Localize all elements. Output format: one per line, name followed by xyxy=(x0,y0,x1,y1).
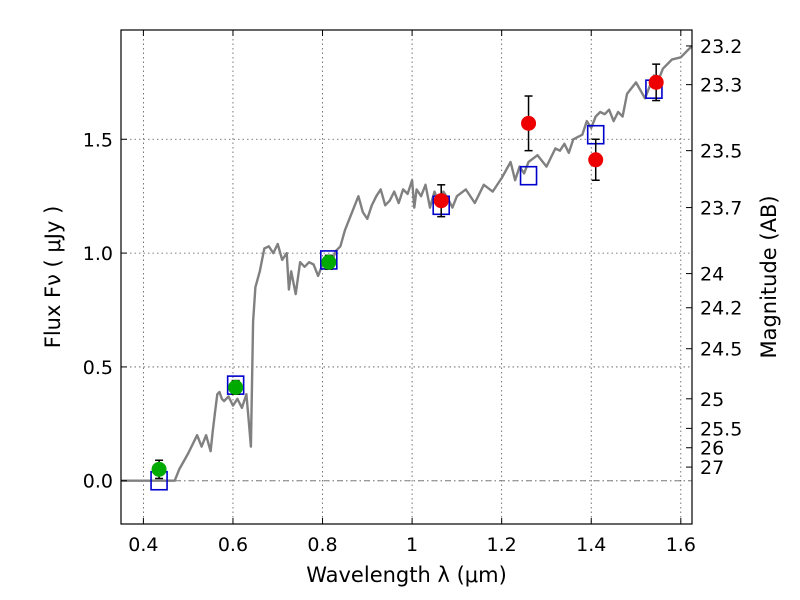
mag-tick-label: 23.2 xyxy=(700,36,742,58)
mag-tick-label: 25.5 xyxy=(700,418,742,440)
mag-tick-label: 27 xyxy=(700,457,724,479)
x-tick-label: 1.6 xyxy=(666,534,696,556)
x-tick-label: 0.4 xyxy=(128,534,158,556)
x-tick-label: 1.4 xyxy=(576,534,606,556)
photometry-point xyxy=(648,74,664,90)
x-tick-label: 0.8 xyxy=(307,534,337,556)
model-flux-square xyxy=(519,165,538,186)
mag-tick-label: 23.5 xyxy=(700,141,742,163)
y-tick-label: 1.0 xyxy=(83,243,113,265)
mag-tick-label: 24 xyxy=(700,264,724,286)
photometry-point xyxy=(433,193,449,209)
model-sed-line xyxy=(121,45,693,482)
y-tick-label: 1.5 xyxy=(83,129,113,151)
y-tick-label: 0.0 xyxy=(83,471,113,493)
mag-tick-label: 24.5 xyxy=(700,339,742,361)
grid xyxy=(121,30,692,524)
ticks xyxy=(121,30,692,524)
mag-tick-label: 24.2 xyxy=(700,298,742,320)
y-axis-title: Flux Fν ( μJy ) xyxy=(41,206,65,349)
photometry-point xyxy=(521,115,537,131)
mag-tick-label: 25 xyxy=(700,389,724,411)
mag-tick-label: 26 xyxy=(700,438,724,460)
y2-axis-title: Magnitude (AB) xyxy=(757,195,781,358)
x-tick-label: 1.2 xyxy=(487,534,517,556)
x-tick-label: 1 xyxy=(406,534,418,556)
tick-labels: 0.4 0.6 0.8 1 1.2 1.4 1.6 0.0 0.5 1.0 1.5 23.2 23.3 2… xyxy=(83,36,743,556)
photometry-point xyxy=(588,152,604,168)
mag-tick-label: 23.7 xyxy=(700,198,742,220)
photometry-point xyxy=(151,461,167,477)
plot-frame xyxy=(120,29,693,525)
x-tick-label: 0.6 xyxy=(218,534,248,556)
photometry-point xyxy=(321,254,337,270)
photometry-point xyxy=(228,379,244,395)
series-layer xyxy=(121,45,693,491)
x-axis-title: Wavelength λ (μm) xyxy=(306,563,507,587)
mag-tick-label: 23.3 xyxy=(700,75,742,97)
y-tick-label: 0.5 xyxy=(83,357,113,379)
